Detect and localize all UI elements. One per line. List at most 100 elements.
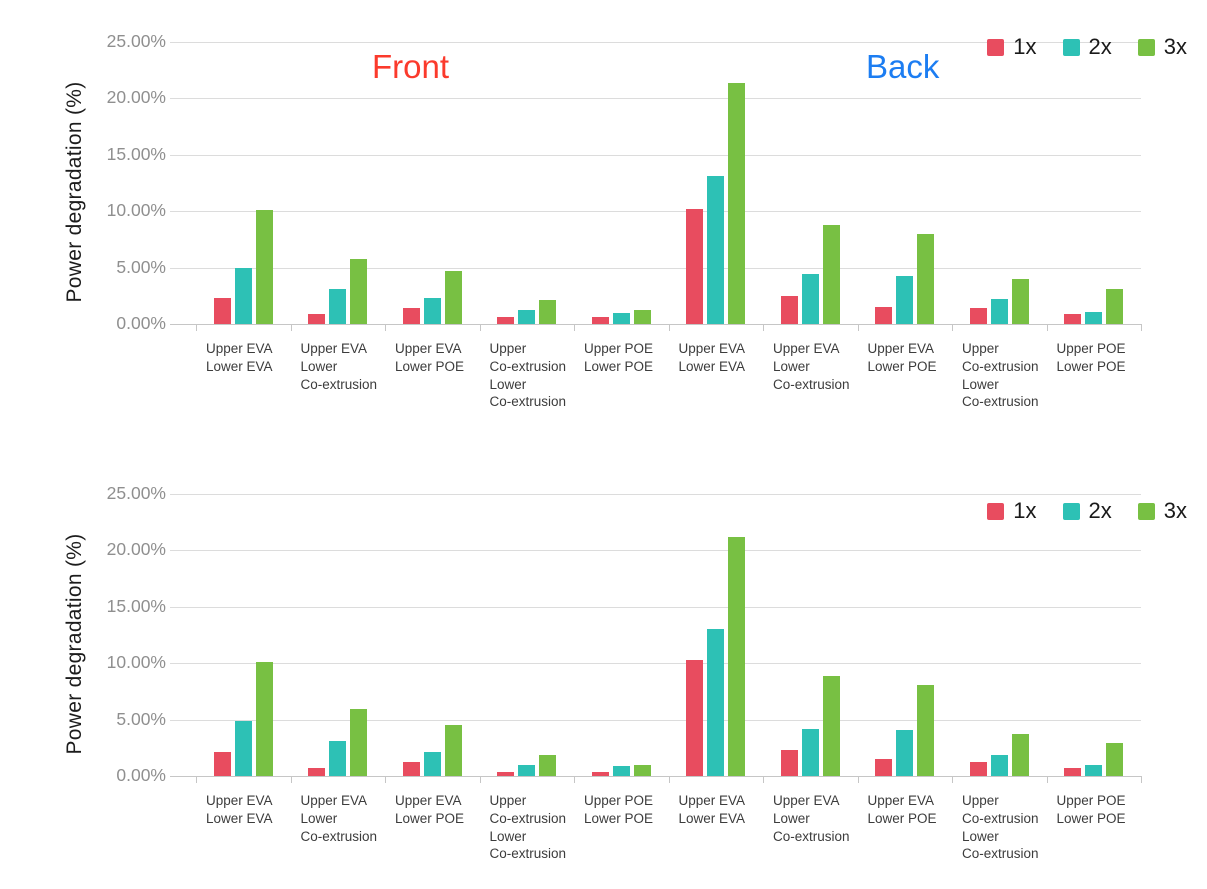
x-tick: [857, 776, 859, 783]
category-label: Upper EVA Lower EVA: [678, 341, 746, 374]
y-tick-label: 15.00%: [106, 595, 166, 616]
legend-item-3x: 3x: [1137, 34, 1187, 60]
category-label: Upper EVA Lower POE: [867, 793, 937, 826]
bar-1x: [497, 771, 515, 776]
bar-groups: [196, 42, 1141, 324]
bar-3x: [822, 224, 840, 324]
bar-3x: [255, 210, 273, 324]
y-tick-label: 10.00%: [106, 652, 166, 673]
legend-item-2x: 2x: [1062, 34, 1112, 60]
x-tick: [385, 324, 386, 331]
bar-3x: [917, 684, 935, 776]
legend-swatch-icon: [1062, 38, 1080, 56]
legend-label: 1x: [1013, 34, 1037, 59]
bar-2x: [1085, 764, 1103, 776]
bar-1x: [591, 771, 609, 776]
bar-2x: [518, 764, 536, 776]
bar-3x: [917, 233, 935, 324]
gridline: [170, 154, 1141, 156]
bar-3x: [633, 764, 651, 776]
bar-2x: [518, 310, 536, 324]
bar-3x: [539, 300, 557, 324]
plot-area: [170, 42, 1142, 331]
legend-label: 2x: [1088, 34, 1112, 59]
bar-3x: [1011, 734, 1029, 776]
bar-group: [480, 42, 575, 324]
x-tick: [668, 776, 670, 783]
bar-1x: [780, 295, 798, 324]
bar-1x: [308, 768, 326, 776]
x-tick: [196, 776, 197, 783]
y-tick-label: 5.00%: [116, 256, 166, 277]
legend-item-3x: 3x: [1137, 498, 1187, 524]
category-label: Upper EVA Lower POE: [867, 341, 937, 374]
bar-3x: [350, 709, 368, 776]
y-tick-label: 10.00%: [106, 200, 166, 221]
x-tick: [196, 324, 197, 331]
gridline: [170, 98, 1141, 100]
bar-2x: [329, 289, 347, 324]
bar-group: [574, 494, 669, 776]
legend-label: 1x: [1013, 498, 1037, 523]
category-label: Upper EVA Lower EVA: [206, 793, 273, 826]
bar-group: [291, 494, 386, 776]
bar-2x: [423, 298, 441, 324]
x-axis-line: [170, 324, 1141, 325]
bar-1x: [402, 762, 420, 776]
plot-area: [170, 494, 1142, 783]
bar-2x: [234, 267, 252, 324]
bar-group: [669, 42, 764, 324]
bar-2x: [329, 741, 347, 776]
gridline: [170, 42, 1141, 43]
bar-group: [763, 494, 858, 776]
bar-2x: [896, 729, 914, 776]
bar-1x: [213, 298, 231, 324]
bar-group: [1047, 494, 1142, 776]
bar-2x: [801, 274, 819, 324]
y-tick-label: 25.00%: [106, 483, 166, 503]
x-tick: [385, 776, 386, 783]
x-tick: [290, 324, 292, 331]
x-tick: [857, 324, 859, 331]
bar-1x: [969, 762, 987, 776]
x-tick: [1141, 776, 1142, 783]
legend-label: 3x: [1163, 498, 1187, 523]
bar-group: [952, 42, 1047, 324]
bar-1x: [402, 308, 420, 324]
bar-2x: [234, 720, 252, 776]
category-label: Upper POE Lower POE: [1056, 793, 1126, 826]
category-label: Upper EVA Lower Co-extrusion: [773, 793, 850, 844]
bar-1x: [875, 307, 893, 324]
bar-2x: [990, 299, 1008, 324]
bar-group: [291, 42, 386, 324]
category-label: Upper POE Lower POE: [584, 793, 654, 826]
x-tick: [290, 776, 292, 783]
gridline: [170, 663, 1141, 665]
bar-3x: [1106, 289, 1124, 324]
legend-item-1x: 1x: [987, 34, 1037, 60]
bar-group: [858, 42, 953, 324]
category-label: Upper EVA Lower EVA: [678, 793, 746, 826]
bar-group: [763, 42, 858, 324]
bar-1x: [497, 317, 515, 324]
category-label: Upper Co-extrusion Lower Co-extrusion: [489, 341, 567, 410]
y-tick-label: 5.00%: [116, 708, 166, 729]
legend: 1x 2x 3x: [987, 498, 1187, 524]
annotation-back: Back: [866, 48, 940, 85]
x-tick: [574, 324, 575, 331]
category-label: Upper EVA Lower EVA: [206, 341, 273, 374]
bar-1x: [969, 308, 987, 324]
legend: 1x 2x 3x: [987, 34, 1187, 60]
bar-1x: [686, 659, 704, 776]
bar-1x: [780, 750, 798, 776]
bar-3x: [1106, 743, 1124, 776]
category-label: Upper POE Lower POE: [584, 341, 654, 374]
gridline: [170, 606, 1141, 608]
x-tick: [479, 324, 481, 331]
legend-label: 3x: [1163, 34, 1187, 59]
x-tick: [952, 324, 953, 331]
bar-group: [196, 42, 291, 324]
bar-3x: [255, 662, 273, 776]
x-axis-labels: Upper EVA Lower EVA Upper EVA Lower Co-extru…: [196, 340, 1141, 411]
